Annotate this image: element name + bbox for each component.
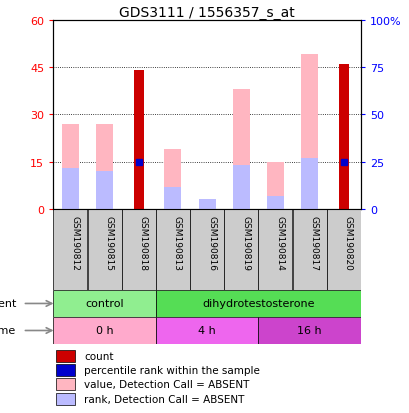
Bar bbox=[56, 378, 74, 390]
Text: GSM190818: GSM190818 bbox=[138, 216, 147, 271]
Text: value, Detection Call = ABSENT: value, Detection Call = ABSENT bbox=[84, 379, 249, 389]
Bar bbox=[266, 197, 283, 209]
Bar bbox=[266, 162, 283, 209]
Bar bbox=[56, 350, 74, 362]
Text: GSM190820: GSM190820 bbox=[343, 216, 352, 271]
Bar bbox=[232, 90, 249, 209]
Bar bbox=[164, 150, 181, 209]
Bar bbox=[155, 209, 189, 290]
Bar bbox=[232, 165, 249, 209]
Text: count: count bbox=[84, 351, 113, 361]
Bar bbox=[224, 209, 258, 290]
Text: control: control bbox=[85, 299, 124, 309]
Text: GSM190812: GSM190812 bbox=[70, 216, 79, 271]
Text: GSM190819: GSM190819 bbox=[240, 216, 249, 271]
Text: GSM190815: GSM190815 bbox=[104, 216, 113, 271]
Bar bbox=[133, 71, 144, 209]
Bar bbox=[338, 65, 348, 209]
Bar bbox=[56, 364, 74, 376]
Bar bbox=[96, 172, 113, 209]
Text: dihydrotestosterone: dihydrotestosterone bbox=[202, 299, 314, 309]
Bar bbox=[53, 317, 155, 344]
Text: GSM190813: GSM190813 bbox=[173, 216, 182, 271]
Text: 4 h: 4 h bbox=[198, 326, 216, 336]
Text: rank, Detection Call = ABSENT: rank, Detection Call = ABSENT bbox=[84, 394, 244, 404]
Bar bbox=[155, 317, 258, 344]
Text: GSM190817: GSM190817 bbox=[309, 216, 318, 271]
Bar bbox=[96, 124, 113, 209]
Bar bbox=[56, 393, 74, 405]
Bar bbox=[62, 124, 79, 209]
Bar bbox=[300, 159, 317, 209]
Bar bbox=[164, 188, 181, 209]
Text: 0 h: 0 h bbox=[96, 326, 113, 336]
Bar bbox=[198, 200, 215, 209]
Bar bbox=[300, 55, 317, 209]
Text: time: time bbox=[0, 326, 16, 336]
Bar bbox=[53, 290, 155, 317]
Bar bbox=[121, 209, 155, 290]
Text: percentile rank within the sample: percentile rank within the sample bbox=[84, 365, 259, 375]
Bar bbox=[189, 209, 224, 290]
Bar bbox=[326, 209, 360, 290]
Bar bbox=[87, 209, 121, 290]
Bar bbox=[155, 290, 360, 317]
Bar bbox=[53, 209, 87, 290]
Bar bbox=[62, 169, 79, 209]
Text: GSM190816: GSM190816 bbox=[207, 216, 216, 271]
Bar bbox=[258, 209, 292, 290]
Title: GDS3111 / 1556357_s_at: GDS3111 / 1556357_s_at bbox=[119, 6, 294, 20]
Bar bbox=[258, 317, 360, 344]
Text: GSM190814: GSM190814 bbox=[275, 216, 284, 271]
Text: 16 h: 16 h bbox=[297, 326, 321, 336]
Bar bbox=[292, 209, 326, 290]
Text: agent: agent bbox=[0, 299, 16, 309]
